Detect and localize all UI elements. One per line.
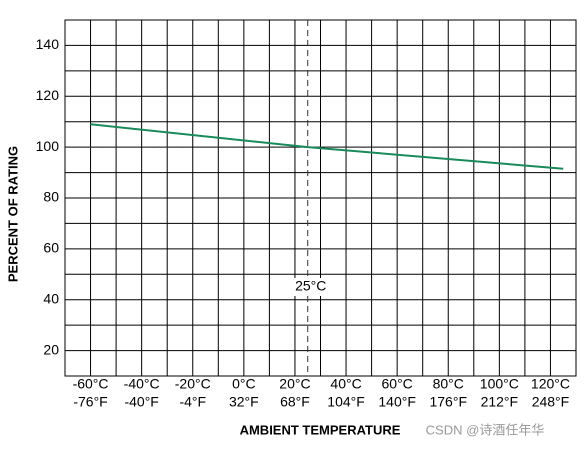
x-axis-label: AMBIENT TEMPERATURE bbox=[240, 422, 401, 437]
x-tick-label: -20°C bbox=[175, 376, 211, 392]
y-tick-label: 20 bbox=[43, 341, 59, 357]
watermark: CSDN @诗酒任年华 bbox=[426, 422, 545, 437]
x-tick-label: 80°C bbox=[433, 376, 464, 392]
annotation: 25°C bbox=[295, 278, 326, 294]
x-tick-label-f: 104°F bbox=[327, 394, 365, 410]
y-axis-label: PERCENT OF RATING bbox=[5, 146, 20, 282]
x-tick-label: 100°C bbox=[480, 376, 519, 392]
x-tick-label: 120°C bbox=[531, 376, 570, 392]
x-tick-label: 40°C bbox=[330, 376, 361, 392]
plot-frame bbox=[64, 19, 577, 377]
x-tick-label: 20°C bbox=[279, 376, 310, 392]
x-tick-label-f: 68°F bbox=[280, 394, 310, 410]
y-tick-label: 60 bbox=[43, 240, 59, 256]
x-tick-label-f: -76°F bbox=[73, 394, 107, 410]
x-tick-label: -60°C bbox=[73, 376, 109, 392]
x-tick-label-f: 32°F bbox=[229, 394, 259, 410]
label-bg bbox=[289, 278, 326, 296]
y-tick-label: 120 bbox=[36, 87, 60, 103]
x-tick-label-f: 212°F bbox=[481, 394, 519, 410]
x-tick-label: 60°C bbox=[382, 376, 413, 392]
x-tick-label: -40°C bbox=[124, 376, 160, 392]
y-tick-label: 80 bbox=[43, 189, 59, 205]
x-tick-label-f: 176°F bbox=[429, 394, 467, 410]
x-tick-label-f: 248°F bbox=[532, 394, 570, 410]
y-tick-label: 140 bbox=[36, 36, 60, 52]
x-tick-label-f: -40°F bbox=[124, 394, 158, 410]
y-tick-label: 40 bbox=[43, 290, 59, 306]
x-tick-label: 0°C bbox=[232, 376, 256, 392]
data-line bbox=[90, 123, 564, 170]
x-tick-label-f: 140°F bbox=[378, 394, 416, 410]
y-tick-label: 100 bbox=[36, 138, 60, 154]
x-tick-label-f: -4°F bbox=[179, 394, 206, 410]
